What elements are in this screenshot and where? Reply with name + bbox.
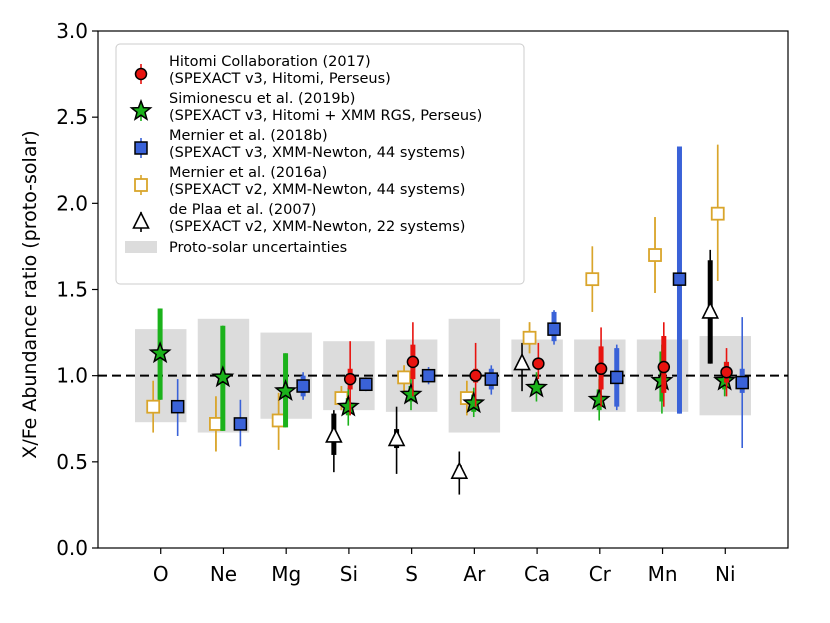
axis-ticks: 0.0 0.5 1.0 1.5 2.0 2.5 3.0 O Ne Mg Si S Ar Ca Cr Mn Ni <box>56 19 735 586</box>
legend-detail: (SPEXACT v3, Hitomi, Perseus) <box>169 71 391 87</box>
y-tick-label: 1.0 <box>56 364 88 388</box>
legend-marker-square <box>134 141 148 155</box>
legend-detail: (SPEXACT v3, Hitomi + XMM RGS, Perseus) <box>169 108 482 124</box>
point-circle-ni-marker <box>720 365 733 379</box>
series-square <box>170 146 749 449</box>
point-open-square-ca-marker <box>522 330 537 345</box>
point-circle-s-marker <box>406 355 420 369</box>
x-tick-label-ar: Ar <box>463 562 486 586</box>
point-square-ca-marker <box>547 322 561 336</box>
y-axis-label: X/Fe Abundance ratio (proto-solar) <box>19 130 41 458</box>
point-circle-ca-marker <box>532 357 545 370</box>
legend: Hitomi Collaboration (2017)(SPEXACT v3, … <box>115 43 525 285</box>
point-open-square-s-marker <box>397 370 412 385</box>
legend-band-label: Proto-solar uncertainties <box>169 240 347 256</box>
legend-detail: (SPEXACT v3, XMM-Newton, 44 systems) <box>169 145 465 161</box>
y-tick-label: 2.0 <box>56 191 88 215</box>
point-square-si-marker <box>359 377 373 392</box>
legend-marker-star <box>129 98 153 121</box>
point-star-ne-marker <box>211 365 235 388</box>
series-triangle <box>325 249 720 495</box>
point-open-square-ne-marker <box>209 417 223 431</box>
point-open-square-o-marker <box>146 399 161 414</box>
point-circle-mn-marker <box>657 360 671 374</box>
point-triangle-s-marker <box>387 428 406 447</box>
y-tick-label: 0.5 <box>56 450 88 474</box>
point-open-square-mg-marker <box>271 413 286 428</box>
point-square-ne-marker <box>233 417 248 431</box>
x-tick-label-mg: Mg <box>271 562 301 586</box>
x-tick-label-si: Si <box>340 562 358 586</box>
point-circle-cr-marker <box>594 362 608 376</box>
point-open-square-ni-marker <box>710 206 725 221</box>
legend-marker-open-square <box>134 178 148 192</box>
point-square-mn-marker <box>672 272 687 286</box>
legend-label: de Plaa et al. (2007) <box>169 202 316 218</box>
x-tick-label-ni: Ni <box>715 562 736 586</box>
y-tick-label: 1.5 <box>56 278 88 302</box>
point-square-ni-marker <box>735 375 749 390</box>
y-tick-label: 3.0 <box>56 19 88 43</box>
point-triangle-ar-marker <box>450 461 469 479</box>
x-tick-label-o: O <box>153 562 169 586</box>
point-star-mg-marker <box>274 379 298 402</box>
y-tick-label: 0.0 <box>56 536 88 560</box>
legend-label: Mernier et al. (2016a) <box>169 165 327 181</box>
point-star-ca-marker <box>524 375 549 398</box>
x-tick-label-cr: Cr <box>589 562 612 586</box>
legend-marker-circle <box>134 67 148 81</box>
legend-box <box>115 43 525 285</box>
x-tick-label-mn: Mn <box>648 562 678 586</box>
point-circle-si-marker <box>343 372 357 386</box>
point-star-si-marker <box>336 394 360 417</box>
x-tick-label-ca: Ca <box>524 562 550 586</box>
legend-band-swatch <box>125 241 157 253</box>
legend-detail: (SPEXACT v2, XMM-Newton, 22 systems) <box>169 219 465 235</box>
point-triangle-si-marker <box>325 425 343 443</box>
series-star <box>148 308 737 431</box>
point-square-cr-marker <box>610 370 624 385</box>
point-triangle-ca-marker <box>513 352 531 371</box>
legend-marker-triangle <box>132 211 150 229</box>
point-square-o-marker <box>170 399 185 414</box>
point-open-square-cr-marker <box>585 272 600 287</box>
point-triangle-ni-marker <box>701 301 720 319</box>
point-square-mg-marker <box>296 379 310 393</box>
point-open-square-mn-marker <box>648 248 662 262</box>
point-square-ar-marker <box>484 372 499 386</box>
point-star-ar-marker <box>462 391 486 414</box>
x-tick-label-ne: Ne <box>210 562 237 586</box>
point-star-s-marker <box>399 382 423 405</box>
point-square-s-marker <box>421 368 436 383</box>
point-star-cr-marker <box>587 387 611 410</box>
legend-detail: (SPEXACT v2, XMM-Newton, 44 systems) <box>169 182 465 198</box>
point-circle-ar-marker <box>469 369 482 382</box>
x-tick-label-s: S <box>405 562 418 586</box>
legend-label: Hitomi Collaboration (2017) <box>169 54 371 70</box>
legend-label: Mernier et al. (2018b) <box>169 128 328 144</box>
data-marks <box>146 144 749 495</box>
y-tick-label: 2.5 <box>56 105 88 129</box>
series-circle <box>343 322 733 416</box>
legend-label: Simionescu et al. (2019b) <box>169 91 355 107</box>
point-star-o-marker <box>148 341 172 364</box>
